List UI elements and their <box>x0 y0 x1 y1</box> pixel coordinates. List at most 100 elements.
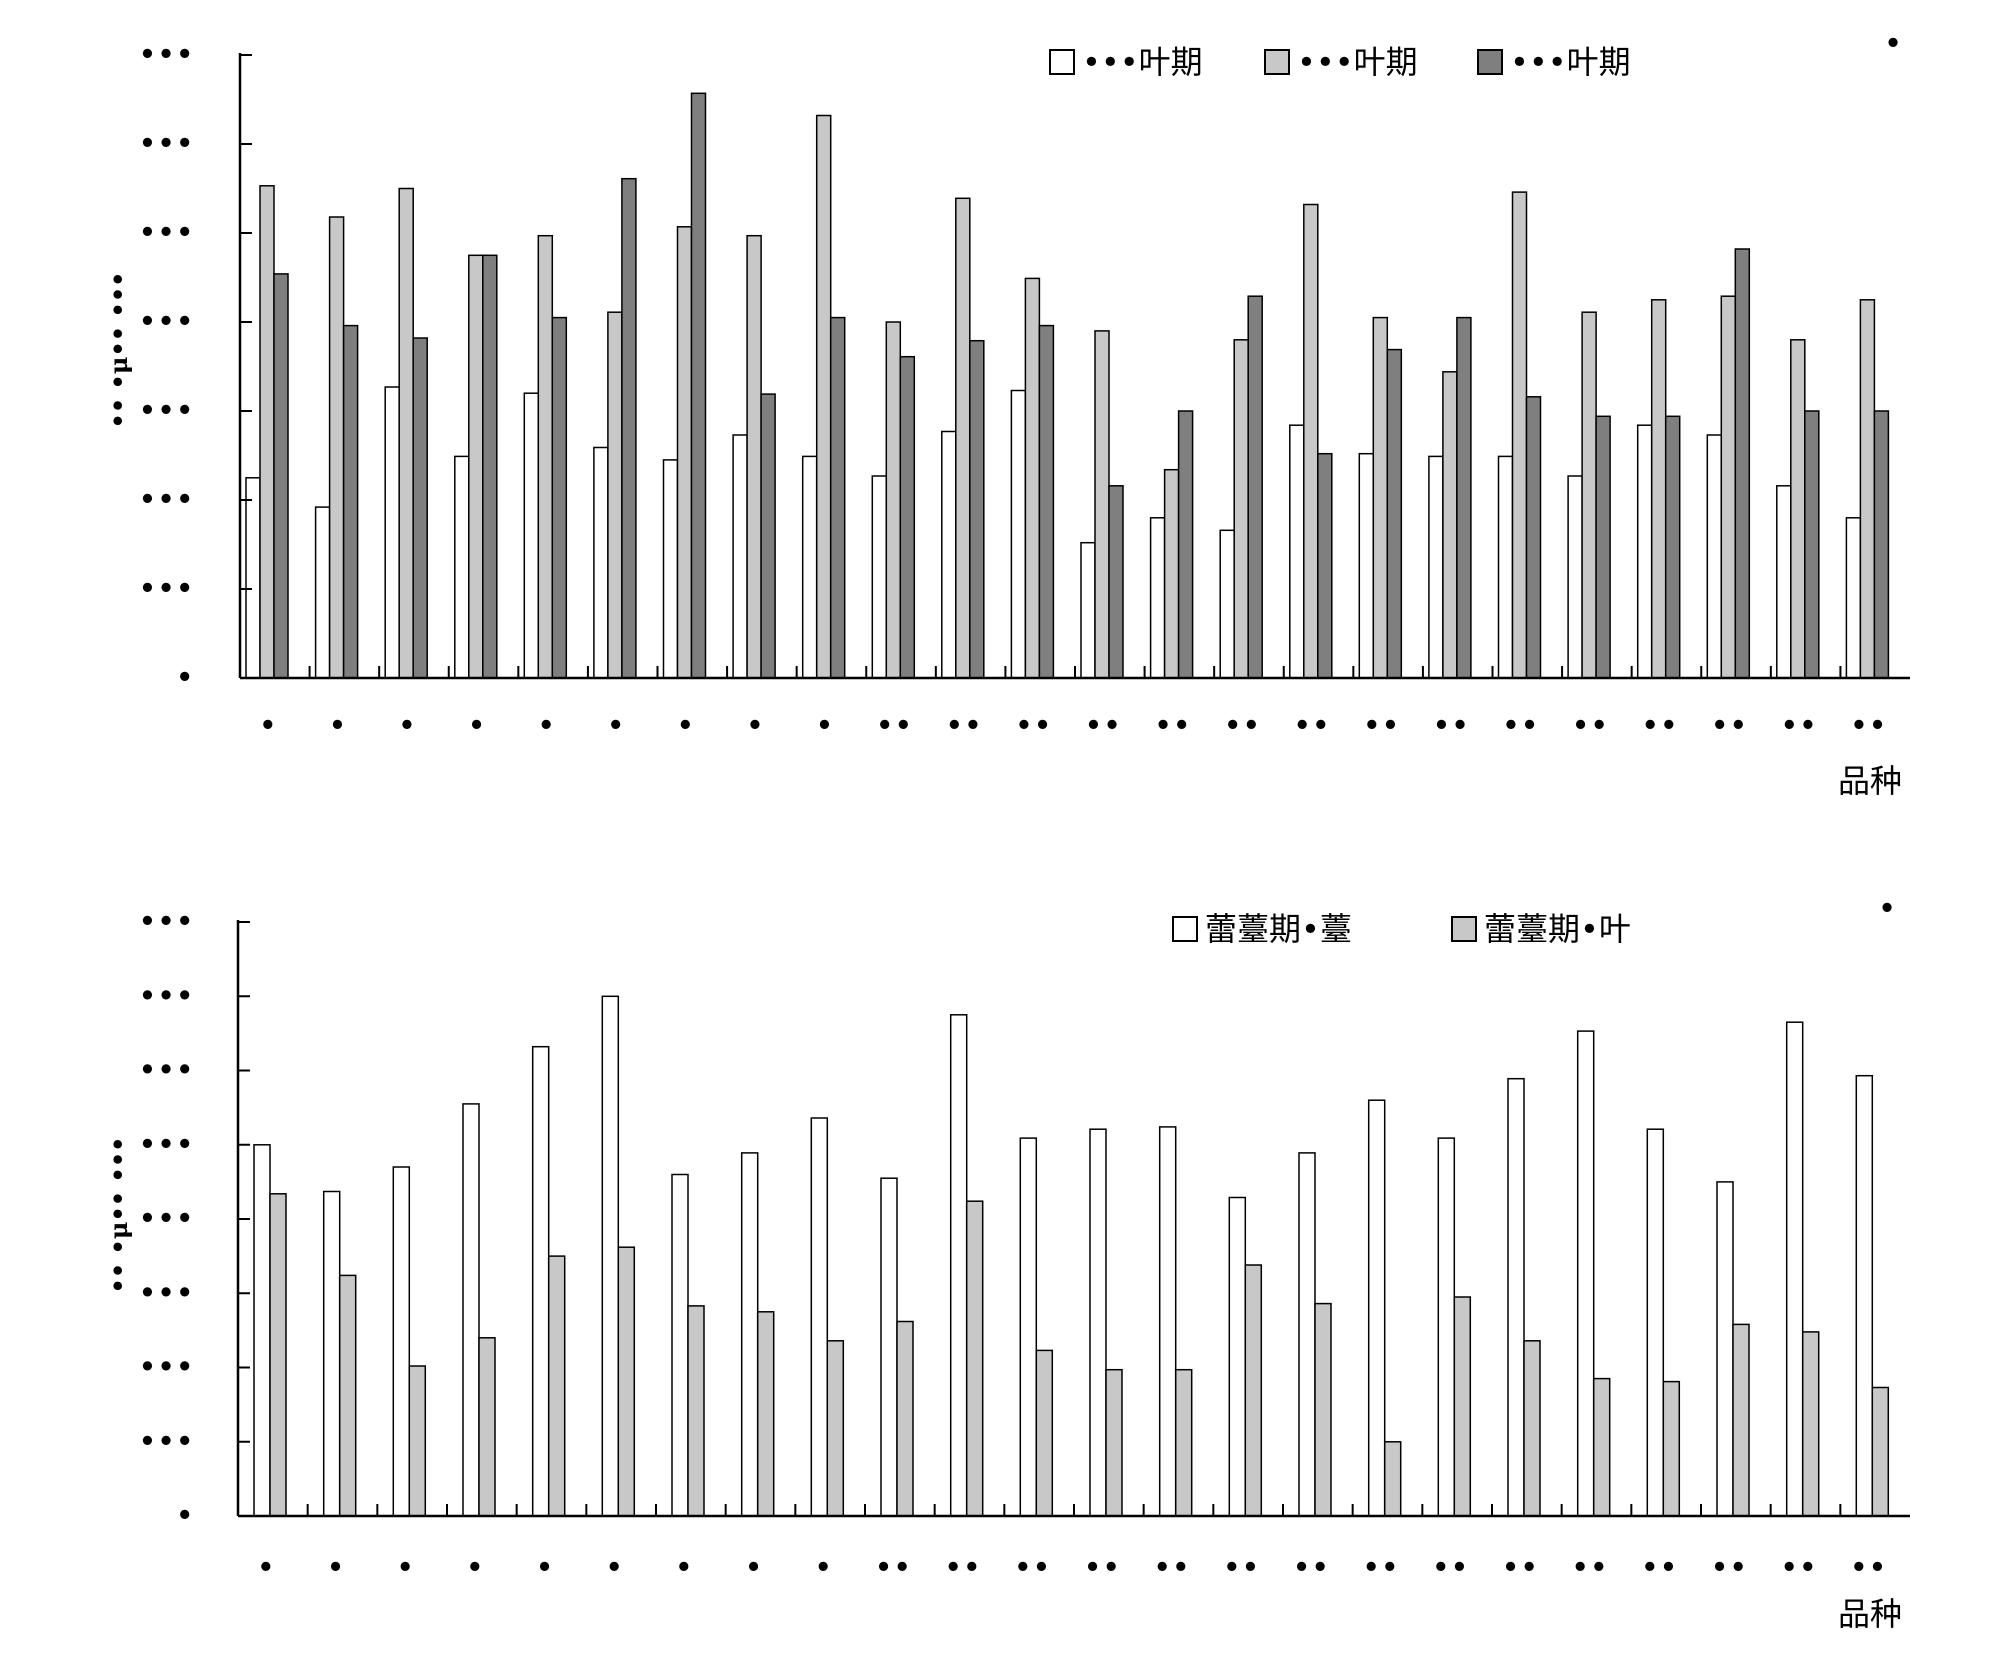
y-tick-label: • <box>176 663 195 693</box>
bar-chart2-s1-c17 <box>1367 1099 1386 1517</box>
bar-chart2-s2-c4 <box>478 1337 496 1517</box>
bar-chart2-s1-c11 <box>949 1014 968 1517</box>
x-tick-label: • <box>538 711 557 741</box>
bar-chart1-s2-c12 <box>1024 277 1041 679</box>
bar-chart1-s2-c6 <box>607 311 623 679</box>
y-tick-label: ••• <box>139 1353 195 1383</box>
bar-chart1-s2-c20 <box>1581 311 1597 679</box>
bar-chart1-s2-c13 <box>1094 330 1110 679</box>
bar-chart1-s3-c9 <box>829 316 846 679</box>
y-tick-label: ••• <box>139 1278 195 1308</box>
bar-chart1-s3-c8 <box>760 393 776 679</box>
x-tick-label: •• <box>945 1553 982 1583</box>
x-tick-label: •• <box>1294 711 1331 741</box>
bar-chart1-s2-c11 <box>955 197 971 679</box>
x-axis-title: 品种 <box>1838 762 1902 800</box>
x-tick-label: •• <box>1711 1553 1748 1583</box>
y-tick-label: ••• <box>139 218 195 248</box>
bar-chart1-s3-c17 <box>1386 348 1403 679</box>
y-tick-label: ••• <box>139 907 195 937</box>
bar-chart1-s2-c8 <box>746 234 762 679</box>
bar-chart1-s2-c5 <box>537 234 554 679</box>
x-tick-label: • <box>677 711 696 741</box>
bar-chart1-s1-c9 <box>801 455 818 679</box>
bar-chart2-s2-c7 <box>687 1305 705 1517</box>
bar-chart2-s1-c14 <box>1158 1126 1177 1517</box>
y-axis-title: •• •μ•• ••• <box>104 272 133 429</box>
bar-chart2-s1-c7 <box>671 1173 689 1517</box>
bar-chart2-s1-c12 <box>1019 1137 1038 1517</box>
bar-chart2-s1-c8 <box>740 1152 759 1517</box>
x-tick-label: •• <box>1363 1553 1400 1583</box>
bar-chart1-s1-c2 <box>314 506 331 679</box>
bar-chart2-s2-c6 <box>617 1246 636 1517</box>
y-tick-label: ••• <box>139 307 195 337</box>
legend-label: 蕾薹期•叶 <box>1484 910 1631 948</box>
panel-label: • <box>1879 894 1896 924</box>
bar-chart2-s1-c23 <box>1785 1021 1804 1517</box>
bar-chart1-s2-c7 <box>676 226 693 679</box>
bar-chart1-s3-c16 <box>1317 452 1333 679</box>
x-tick-label: •• <box>1224 711 1261 741</box>
bar-chart1-s1-c21 <box>1636 424 1653 679</box>
bar-chart1-s1-c17 <box>1358 452 1375 679</box>
bar-chart2-s1-c21 <box>1646 1128 1665 1517</box>
bar-chart1-s1-c23 <box>1776 485 1792 679</box>
bar-chart2-s2-c12 <box>1035 1349 1054 1517</box>
bar-chart2-s1-c9 <box>810 1117 829 1517</box>
x-tick-label: • <box>258 1553 277 1583</box>
bar-chart1-s3-c5 <box>551 316 568 679</box>
bar-chart1-s2-c22 <box>1720 295 1737 679</box>
bar-chart1-s3-c13 <box>1108 485 1124 679</box>
x-tick-label: • <box>536 1553 555 1583</box>
bar-chart2-s1-c3 <box>392 1166 411 1517</box>
bar-chart2-s2-c14 <box>1174 1368 1193 1517</box>
bar-chart1-s1-c14 <box>1149 517 1166 679</box>
bar-chart2-s2-c20 <box>1592 1377 1611 1517</box>
x-tick-label: • <box>815 1553 834 1583</box>
bar-chart1-s2-c16 <box>1303 203 1319 679</box>
legend-swatch <box>1451 916 1477 942</box>
legend-swatch <box>1049 49 1075 75</box>
bar-chart2-s2-c19 <box>1523 1340 1541 1517</box>
legend-label: •••叶期 <box>1510 43 1631 81</box>
bar-chart2-s2-c22 <box>1732 1323 1750 1517</box>
legend-swatch <box>1477 49 1503 75</box>
bar-chart1-s2-c24 <box>1859 299 1876 679</box>
x-tick-label: • <box>467 1553 486 1583</box>
x-axis-title: 品种 <box>1838 1595 1902 1633</box>
x-tick-label: • <box>259 711 278 741</box>
bar-chart1-s3-c11 <box>969 339 985 679</box>
bar-chart2-s1-c1 <box>253 1144 271 1517</box>
x-tick-label: •• <box>1642 711 1679 741</box>
bar-chart2-s2-c13 <box>1105 1368 1123 1517</box>
x-tick-label: • <box>676 1553 695 1583</box>
bar-chart1-s2-c4 <box>468 254 484 679</box>
bar-chart1-s1-c24 <box>1845 517 1862 679</box>
bar-chart1-s3-c12 <box>1038 324 1055 679</box>
legend-swatch <box>1264 49 1290 75</box>
y-tick-label: ••• <box>139 981 195 1011</box>
bar-chart1-s3-c14 <box>1177 410 1194 679</box>
x-tick-label: • <box>399 711 418 741</box>
y-tick-label: ••• <box>139 1427 195 1457</box>
x-tick-label: • <box>816 711 835 741</box>
x-tick-label: • <box>327 1553 346 1583</box>
bar-chart1-s2-c14 <box>1163 468 1180 679</box>
x-tick-label: •• <box>1781 711 1818 741</box>
bar-chart2-s1-c16 <box>1298 1152 1316 1517</box>
bar-chart1-s3-c19 <box>1525 396 1542 679</box>
y-tick-label: ••• <box>139 485 195 515</box>
bar-chart1-s1-c5 <box>523 392 540 679</box>
x-tick-label: • <box>397 1553 416 1583</box>
bar-chart1-s1-c3 <box>384 386 400 679</box>
bar-chart1-s3-c24 <box>1873 410 1890 679</box>
bar-chart1-s3-c7 <box>690 92 707 679</box>
bar-chart1-s1-c1 <box>245 477 261 679</box>
bar-chart1-s2-c3 <box>398 187 414 679</box>
bar-chart1-s3-c21 <box>1664 415 1681 679</box>
bar-chart2-s2-c17 <box>1383 1441 1402 1517</box>
x-tick-label: •• <box>1642 1553 1679 1583</box>
